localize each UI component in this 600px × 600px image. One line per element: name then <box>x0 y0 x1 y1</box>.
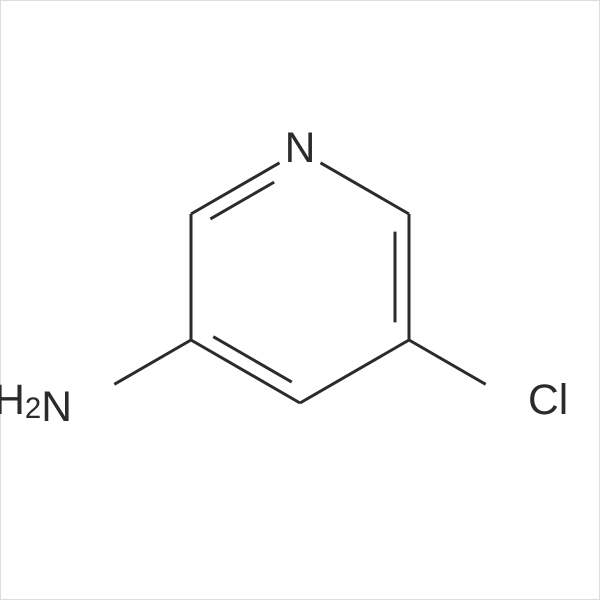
atom-label-n1: N <box>285 124 316 172</box>
atom-label-amine: H2N <box>0 376 72 431</box>
diagram-border <box>1 1 600 600</box>
bond-C3-C4 <box>300 340 409 403</box>
molecule-diagram: N H2N Cl <box>0 0 600 600</box>
labels-group: N H2N Cl <box>0 124 568 431</box>
atom-label-cl: Cl <box>528 376 568 424</box>
bond-C5-AMINE <box>114 340 191 384</box>
bond-C6-N1 <box>191 163 280 214</box>
bond-C3-CL <box>409 340 486 384</box>
bonds-group <box>114 163 485 403</box>
bond-C4-C5 <box>191 340 300 403</box>
bond-C6-N1-inner <box>210 182 274 219</box>
bond-N1-C2 <box>320 163 409 214</box>
